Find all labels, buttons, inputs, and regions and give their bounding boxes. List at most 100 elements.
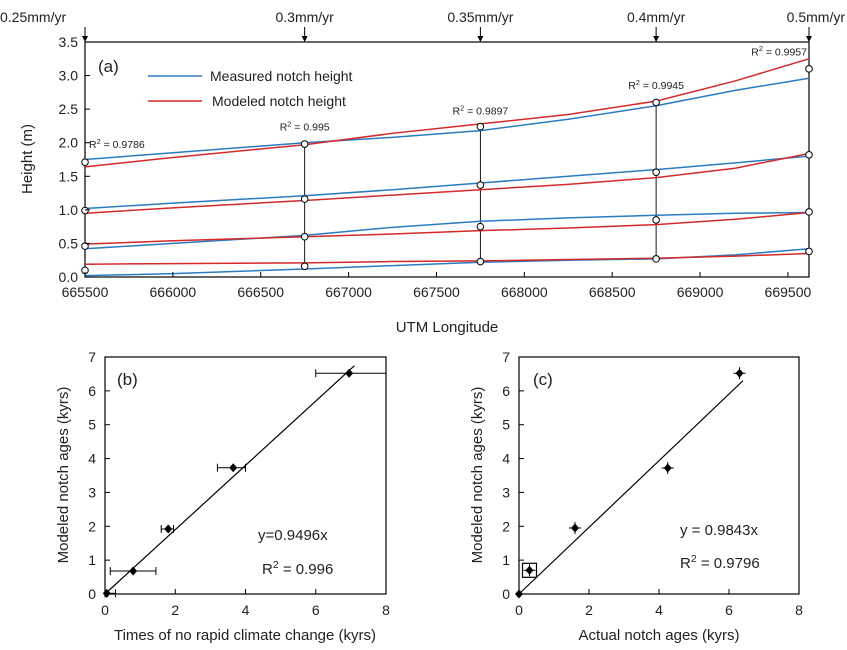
panel-c-xlabel: Actual notch ages (kyrs) bbox=[579, 627, 740, 644]
y-tick-label: 1 bbox=[88, 552, 96, 568]
y-tick-label: 0 bbox=[502, 586, 510, 602]
notch-point bbox=[81, 158, 89, 166]
fit-line bbox=[104, 365, 355, 595]
y-tick-label: 7 bbox=[88, 349, 96, 365]
notch-point bbox=[805, 208, 813, 216]
measured-notch-line bbox=[84, 77, 810, 161]
notch-point bbox=[652, 255, 660, 263]
x-tick-label: 668000 bbox=[501, 284, 548, 300]
panel-b-label: (b) bbox=[117, 370, 138, 389]
legend-modeled-label: Modeled notch height bbox=[212, 93, 346, 109]
rate-arrow-head bbox=[806, 36, 812, 42]
panel-b-frame bbox=[104, 356, 387, 595]
panel-c-r2: R2 = 0.9796 bbox=[680, 553, 760, 572]
panel-b-xlabel: Times of no rapid climate change (kyrs) bbox=[114, 627, 376, 644]
notch-point bbox=[300, 140, 309, 148]
notch-point bbox=[476, 222, 485, 231]
panel-a-label: (a) bbox=[98, 57, 119, 76]
rate-arrow-head bbox=[477, 36, 484, 42]
y-tick-label: 3.5 bbox=[59, 34, 79, 50]
x-tick-label: 6 bbox=[312, 602, 320, 618]
modeled-notch-line bbox=[84, 252, 810, 265]
notch-point bbox=[300, 262, 309, 271]
data-point bbox=[229, 463, 238, 473]
panel-c-scatter: 0 2 4 6 8 0 1 2 3 4 5 6 7 (c) y = 0.9843x R2 = 0.979… bbox=[469, 349, 803, 644]
measured-notch-line bbox=[84, 211, 810, 250]
panel-a-xlabel: UTM Longitude bbox=[396, 319, 499, 336]
data-point bbox=[525, 565, 534, 575]
x-tick-label: 8 bbox=[382, 602, 390, 618]
x-tick-label: 668500 bbox=[589, 284, 636, 300]
fit-line bbox=[518, 380, 744, 595]
panel-b-scatter: 0 2 4 6 8 0 1 2 3 4 5 6 7 (b) y=0.9496x R2 = 0.996 T… bbox=[55, 349, 390, 644]
rate-label: 0.4mm/yr bbox=[627, 9, 686, 25]
y-tick-label: 5 bbox=[88, 417, 96, 433]
panel-a-ylabel: Height (m) bbox=[19, 124, 36, 194]
legend: Measured notch height Modeled notch heig… bbox=[148, 68, 353, 109]
panel-b-equation: y=0.9496x bbox=[258, 527, 328, 544]
data-point bbox=[663, 463, 672, 473]
data-point bbox=[164, 524, 173, 534]
y-tick-label: 2.5 bbox=[59, 101, 79, 117]
x-tick-label: 669500 bbox=[765, 284, 812, 300]
notch-point bbox=[476, 257, 485, 266]
rate-label: 0.35mm/yr bbox=[447, 9, 513, 25]
r2-label: R2 = 0.995 bbox=[280, 119, 330, 133]
y-tick-label: 4 bbox=[502, 451, 510, 467]
data-point bbox=[345, 368, 354, 378]
x-tick-label: 8 bbox=[795, 602, 803, 618]
notch-point bbox=[805, 65, 813, 73]
y-tick-label: 5 bbox=[502, 417, 510, 433]
x-tick-label: 4 bbox=[655, 602, 663, 618]
measured-notch-line bbox=[84, 248, 810, 277]
panel-a-height-chart: R2 = 0.9786 R2 = 0.995 R2 = 0.9897 R2 = 0.9… bbox=[0, 9, 845, 336]
notch-point bbox=[805, 247, 813, 256]
data-point bbox=[735, 368, 744, 378]
r2-label: R2 = 0.9897 bbox=[452, 103, 508, 117]
y-tick-label: 3 bbox=[88, 484, 96, 500]
x-tick-label: 0 bbox=[101, 602, 109, 618]
rate-label: 0.25mm/yr bbox=[0, 9, 66, 25]
x-tick-label: 667000 bbox=[325, 284, 372, 300]
notch-point bbox=[652, 168, 660, 177]
x-tick-label: 0 bbox=[515, 602, 523, 618]
legend-measured-label: Measured notch height bbox=[210, 68, 353, 84]
rate-arrow-head bbox=[82, 36, 88, 42]
x-tick-label: 669000 bbox=[677, 284, 724, 300]
notch-point bbox=[652, 216, 660, 224]
x-tick-label: 667500 bbox=[413, 284, 460, 300]
modeled-notch-line bbox=[84, 211, 810, 245]
y-tick-label: 3.0 bbox=[59, 68, 79, 84]
panel-c-ylabel: Modeled notch ages (kyrs) bbox=[469, 387, 486, 564]
y-tick-label: 6 bbox=[88, 383, 96, 399]
modeled-notch-line bbox=[84, 152, 810, 214]
rate-label: 0.5mm/yr bbox=[787, 9, 846, 25]
y-tick-label: 3 bbox=[502, 484, 510, 500]
y-tick-label: 0.5 bbox=[59, 235, 79, 251]
y-tick-label: 2.0 bbox=[59, 135, 79, 151]
notch-point bbox=[81, 206, 89, 215]
notch-point bbox=[805, 151, 813, 159]
x-tick-label: 2 bbox=[585, 602, 593, 618]
rate-arrow-head bbox=[653, 36, 660, 42]
y-tick-label: 2 bbox=[88, 518, 96, 534]
x-tick-label: 6 bbox=[725, 602, 733, 618]
data-point bbox=[571, 523, 579, 533]
panel-c-equation: y = 0.9843x bbox=[680, 522, 758, 539]
y-tick-label: 6 bbox=[502, 383, 510, 399]
x-tick-label: 665500 bbox=[62, 284, 109, 300]
notch-point bbox=[476, 122, 485, 131]
y-tick-label: 0 bbox=[88, 586, 96, 602]
r2-label: R2 = 0.9957 bbox=[751, 44, 807, 58]
x-tick-label: 2 bbox=[171, 602, 179, 618]
rate-arrow-head bbox=[301, 36, 308, 42]
notch-point bbox=[300, 195, 309, 203]
y-tick-label: 4 bbox=[88, 451, 96, 467]
notch-point bbox=[476, 181, 485, 189]
rate-label: 0.3mm/yr bbox=[275, 9, 334, 25]
y-tick-label: 2 bbox=[502, 518, 510, 534]
panel-b-r2: R2 = 0.996 bbox=[262, 559, 333, 578]
x-tick-label: 666500 bbox=[237, 284, 284, 300]
panel-b-ylabel: Modeled notch ages (kyrs) bbox=[55, 387, 72, 564]
